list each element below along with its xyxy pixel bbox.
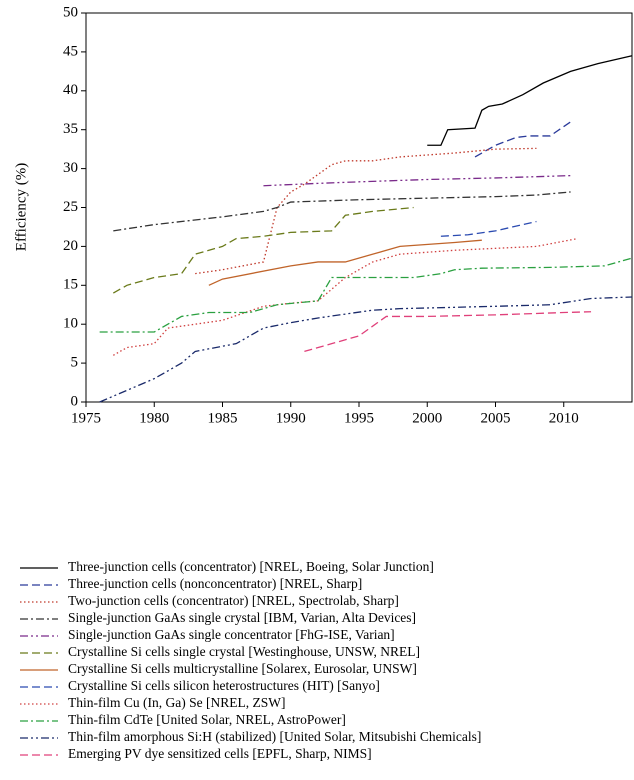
- series-line: [99, 296, 633, 403]
- y-tick-label: 25: [63, 199, 78, 215]
- y-tick-label: 5: [71, 355, 79, 371]
- series-line: [195, 147, 537, 275]
- y-tick-label: 0: [71, 393, 79, 409]
- y-tick-label: 10: [63, 316, 78, 332]
- series-line: [304, 311, 592, 353]
- x-tick-label: 1995: [344, 410, 374, 426]
- series-line: [112, 206, 414, 294]
- legend-label: Two-junction cells (concentrator) [NREL,…: [68, 593, 399, 608]
- x-tick-label: 2000: [412, 410, 442, 426]
- legend-label: Emerging PV dye sensitized cells [EPFL, …: [68, 746, 372, 761]
- y-tick-label: 20: [63, 238, 78, 254]
- series-line: [208, 239, 482, 286]
- legend-label: Thin-film amorphous Si:H (stabilized) [U…: [68, 729, 481, 744]
- plot-frame: [85, 12, 633, 403]
- series-line: [427, 55, 633, 146]
- y-axis-label: Efficiency (%): [13, 163, 29, 251]
- x-tick-label: 1975: [71, 410, 101, 426]
- legend-label: Single-junction GaAs single crystal [IBM…: [68, 610, 416, 625]
- y-tick-label: 40: [63, 82, 78, 98]
- legend-label: Three-junction cells (concentrator) [NRE…: [68, 559, 434, 574]
- series-line: [474, 121, 571, 158]
- series-line: [263, 174, 571, 187]
- legend-label: Three-junction cells (nonconcentrator) […: [68, 576, 362, 591]
- legend-label: Thin-film Cu (In, Ga) Se [NREL, ZSW]: [68, 695, 285, 710]
- y-tick-label: 30: [63, 160, 78, 176]
- y-tick-label: 50: [63, 4, 78, 20]
- legend-label: Crystalline Si cells multicrystalline [S…: [68, 661, 417, 676]
- series-line: [99, 257, 633, 333]
- series-line: [112, 237, 578, 356]
- legend-label: Crystalline Si cells single crystal [Wes…: [68, 644, 420, 659]
- legend-label: Single-junction GaAs single concentrator…: [68, 627, 395, 642]
- x-tick-label: 2010: [549, 410, 579, 426]
- y-tick-label: 15: [63, 277, 78, 293]
- legend-label: Crystalline Si cells silicon heterostruc…: [68, 678, 380, 693]
- y-tick-label: 35: [63, 121, 78, 137]
- x-tick-label: 1990: [276, 410, 306, 426]
- series-line: [440, 220, 537, 237]
- x-tick-label: 1980: [139, 410, 169, 426]
- y-tick-label: 45: [63, 43, 78, 59]
- legend-label: Thin-film CdTe [United Solar, NREL, Astr…: [68, 712, 346, 727]
- series-line: [113, 191, 571, 232]
- x-tick-label: 1985: [208, 410, 238, 426]
- x-tick-label: 2005: [481, 410, 511, 426]
